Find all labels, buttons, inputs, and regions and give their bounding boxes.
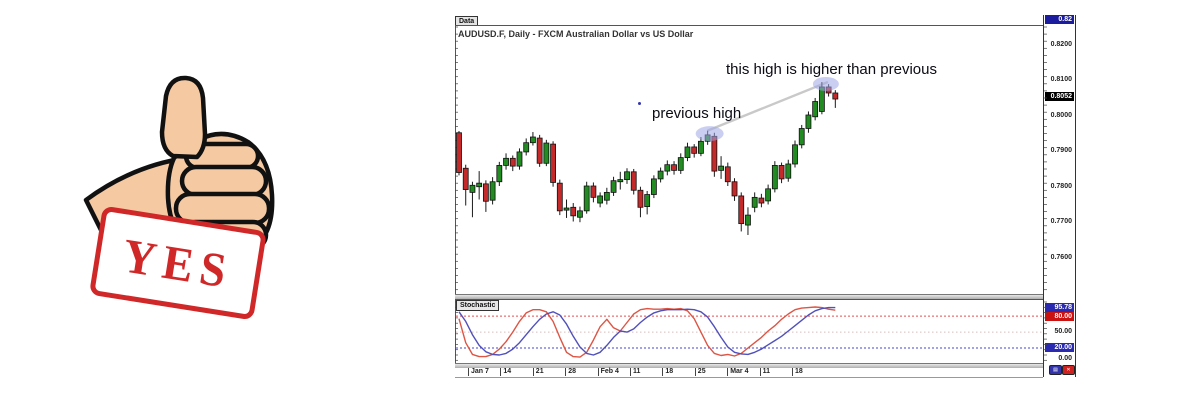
price-tick-label: 0.7700 — [1050, 218, 1072, 225]
last-price-badge: 0.8052 — [1045, 92, 1074, 101]
stoch-lower-badge: 20.00 — [1045, 343, 1074, 352]
thumb-shape — [159, 75, 208, 160]
yes-stamp-text: YES — [119, 227, 237, 299]
price-tick-label: 0.7900 — [1050, 147, 1072, 154]
annotation-higher-high: this high is higher than previous — [726, 61, 937, 78]
time-axis: Jan 7 14 21 28 Feb 4 11 18 25 Mar 4 11 18 — [455, 368, 1043, 378]
time-tick-label: 11 — [630, 368, 640, 376]
window-icon[interactable]: ▤ — [1049, 365, 1062, 375]
annotation-previous-high: previous high — [652, 105, 742, 122]
price-tick-label: 0.8000 — [1050, 111, 1072, 119]
price-tick-label: 0.7600 — [1050, 253, 1072, 261]
axis-top-badge: 0.82 — [1045, 15, 1074, 24]
price-tick-label: 0.8200 — [1050, 40, 1072, 48]
stoch-mid-label: 50.00 — [1054, 328, 1072, 335]
stoch-current-badge: 95.78 — [1045, 303, 1074, 312]
finger-roll — [179, 164, 269, 198]
time-tick-label: Jan 7 — [468, 368, 489, 376]
cursor-dot — [638, 102, 641, 105]
pane-separator[interactable] — [455, 363, 1043, 369]
time-tick-label: 14 — [500, 368, 511, 376]
pane-separator[interactable] — [455, 294, 1043, 300]
price-axis: 0.82 0.8052 95.78 80.00 50.00 20.00 0.00… — [1043, 15, 1076, 377]
time-tick-label: 18 — [792, 368, 803, 376]
time-tick-label: Mar 4 — [727, 368, 748, 376]
time-tick-label: 28 — [565, 368, 576, 376]
price-chart-window: Data AUDUSD.F, Daily - FXCM Australian D… — [455, 15, 1076, 378]
stochastic-pane[interactable] — [455, 299, 1045, 364]
price-tick-label: 0.7800 — [1050, 182, 1072, 190]
time-tick-label: 21 — [532, 368, 544, 376]
price-tick-label: 0.8100 — [1050, 76, 1072, 83]
time-tick-label: Feb 4 — [597, 368, 619, 376]
stoch-upper-badge: 80.00 — [1045, 312, 1074, 321]
time-tick-label: 11 — [759, 368, 770, 376]
time-tick-label: 18 — [662, 368, 673, 376]
stoch-zero-label: 0.00 — [1058, 355, 1072, 362]
time-tick-label: 25 — [694, 368, 706, 376]
close-icon[interactable]: ✕ — [1062, 365, 1075, 375]
thumbs-up-graphic: YES — [70, 48, 326, 321]
stochastic-indicator-label: Stochastic — [456, 300, 500, 311]
chart-title: AUDUSD.F, Daily - FXCM Australian Dollar… — [458, 29, 694, 39]
